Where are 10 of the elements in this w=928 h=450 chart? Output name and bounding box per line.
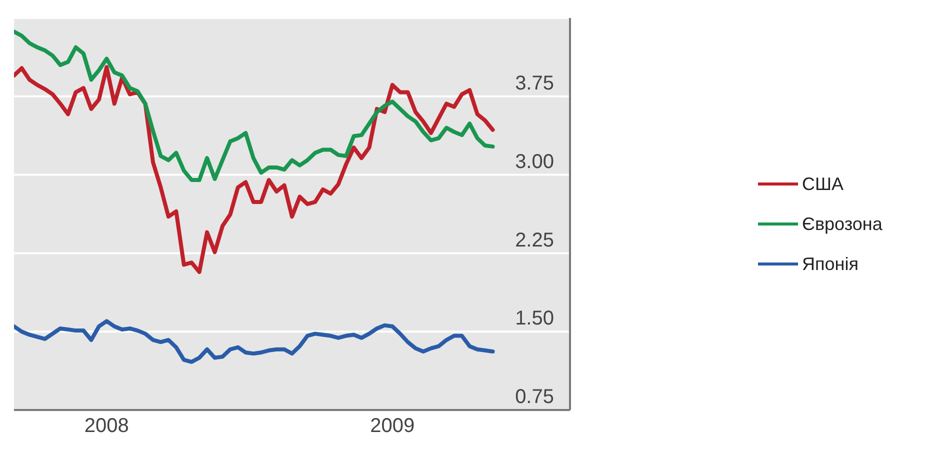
legend-label: Єврозона (802, 214, 882, 234)
legend-label: США (802, 174, 844, 194)
y-tick-label: 3.75 (515, 72, 554, 94)
y-tick-label: 3.00 (515, 150, 554, 173)
y-tick-label: 0.75 (515, 386, 554, 408)
y-tick-label: 2.25 (515, 229, 554, 252)
legend-label: Японія (802, 254, 858, 274)
x-tick-label: 2008 (84, 415, 129, 438)
y-tick-label: 1.50 (515, 308, 554, 330)
x-tick-label: 2009 (370, 415, 415, 438)
